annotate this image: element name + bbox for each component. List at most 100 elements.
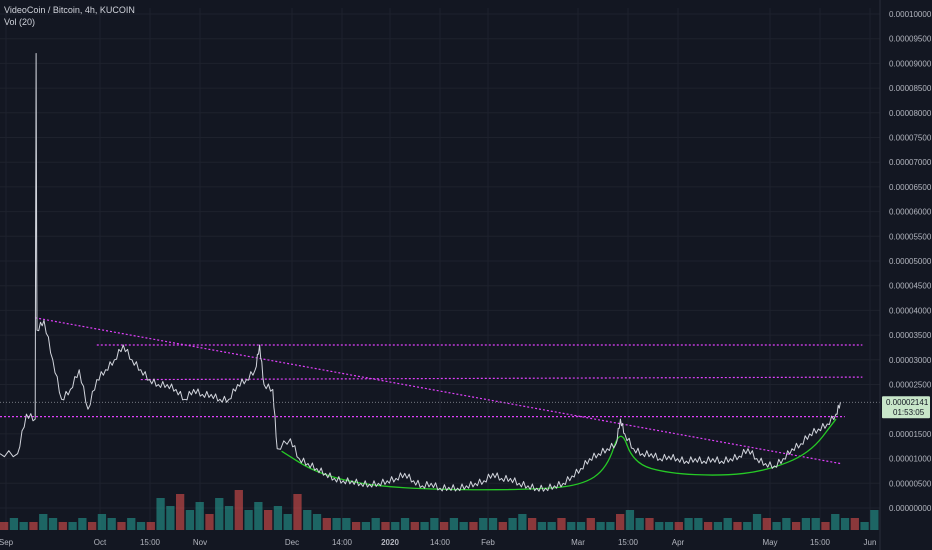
volume-bar — [127, 518, 136, 530]
time-axis-label: 14:00 — [332, 538, 353, 547]
volume-bar — [400, 518, 410, 530]
volume-bar — [78, 518, 87, 530]
volume-bar — [821, 522, 830, 530]
volume-bar — [215, 498, 224, 530]
price-axis-label: 0.00008500 — [889, 84, 932, 93]
volume-bar — [254, 502, 263, 530]
volume-bar — [498, 522, 507, 530]
trendline[interactable] — [35, 317, 841, 465]
volume-bar — [58, 522, 67, 530]
volume-indicator-label[interactable]: Vol (20) — [4, 17, 36, 27]
volume-bar — [801, 518, 811, 530]
volume-bar — [684, 518, 693, 530]
time-axis-label: May — [762, 538, 777, 547]
volume-bar — [616, 514, 625, 530]
volume-bar — [694, 518, 703, 530]
volume-bar — [410, 522, 419, 530]
volume-bar — [831, 514, 840, 530]
volume-bar — [9, 518, 19, 530]
volume-bar — [850, 518, 859, 530]
time-axis-label: Mar — [571, 538, 585, 547]
volume-bar — [704, 522, 713, 530]
price-axis-label: 0.00008000 — [889, 109, 932, 118]
price-axis-label: 0.00006000 — [889, 208, 932, 217]
price-axis-label: 0.00000500 — [889, 479, 932, 488]
volume-bar — [371, 518, 380, 530]
volume-bar — [381, 522, 390, 530]
volume-bar — [792, 522, 801, 530]
rounding-bottom-curve — [281, 418, 837, 491]
volume-bar — [146, 522, 155, 530]
volume-bar — [332, 518, 341, 530]
time-axis[interactable]: Sep Oct 15:00 Nov Dec 14:00 2020 14:00 Feb Mar 15:… — [0, 538, 876, 547]
volume-bar — [449, 518, 459, 530]
volume-bar — [39, 514, 48, 530]
volume-bar — [29, 522, 38, 530]
volume-bar — [625, 510, 635, 530]
volume-bar — [537, 522, 547, 530]
trendline[interactable] — [140, 376, 863, 381]
volume-bar — [195, 502, 204, 530]
volume-bar — [596, 522, 605, 530]
time-axis-label: Oct — [94, 538, 107, 547]
volume-bar — [488, 518, 498, 530]
volume-bar — [107, 518, 116, 530]
price-axis-label: 0.00009500 — [889, 35, 932, 44]
volume-bar — [293, 494, 302, 530]
volume-bar — [674, 522, 683, 530]
volume-bar — [68, 522, 77, 530]
volume-bar — [185, 510, 195, 530]
volume-bar — [352, 522, 361, 530]
volume-bar — [312, 514, 322, 530]
volume-bar — [430, 518, 439, 530]
volume-bar — [303, 510, 312, 530]
price-axis-label: 0.00002500 — [889, 381, 932, 390]
volume-bar — [752, 514, 762, 530]
volume-bar — [811, 518, 820, 530]
volume-bar — [224, 506, 234, 530]
time-axis-label: 15:00 — [140, 538, 161, 547]
volume-bar — [176, 494, 185, 530]
price-axis-label: 0.00001000 — [889, 455, 932, 464]
time-axis-label: Jun — [864, 538, 877, 547]
volume-bar — [547, 522, 556, 530]
volume-bar — [0, 522, 9, 530]
volume-bar — [322, 518, 331, 530]
price-tag-box — [882, 396, 930, 419]
price-axis-label: 0.00005500 — [889, 232, 932, 241]
price-axis-label: 0.00000000 — [889, 504, 932, 513]
time-axis-label: 2020 — [381, 538, 399, 547]
volume-bar — [391, 522, 400, 530]
time-axis-label: 15:00 — [618, 538, 639, 547]
last-price-value: 0.00002141 — [886, 398, 929, 407]
volume-bar — [420, 522, 429, 530]
volume-bar — [567, 522, 576, 530]
volume-bar — [528, 518, 537, 530]
volume-bar — [723, 518, 732, 530]
volume-bar — [772, 522, 781, 530]
volume-bar — [606, 522, 615, 530]
price-axis-label: 0.00007500 — [889, 134, 932, 143]
volume-bar — [518, 514, 527, 530]
chart-title[interactable]: VideoCoin / Bitcoin, 4h, KUCOIN — [4, 5, 135, 15]
volume-bar — [860, 522, 869, 530]
volume-bar — [440, 522, 449, 530]
time-axis-label: Sep — [0, 538, 14, 547]
volume-bar — [88, 522, 97, 530]
time-axis-label: Feb — [481, 538, 495, 547]
volume-bar — [156, 498, 165, 530]
volume-bar — [557, 518, 566, 530]
volume-bar — [576, 522, 586, 530]
chart-legend: VideoCoin / Bitcoin, 4h, KUCOIN Vol (20) — [4, 4, 135, 28]
volume-bar — [166, 506, 175, 530]
time-axis-label: 14:00 — [430, 538, 451, 547]
price-axis[interactable]: 0.00010000 0.00009500 0.00009000 0.00008500… — [889, 10, 932, 513]
volume-bar — [635, 518, 644, 530]
volume-bar — [19, 522, 28, 530]
price-axis-label: 0.00009000 — [889, 59, 932, 68]
volume-bars — [0, 490, 879, 530]
volume-bar — [264, 510, 273, 530]
volume-bar — [361, 522, 371, 530]
volume-bar — [733, 522, 742, 530]
